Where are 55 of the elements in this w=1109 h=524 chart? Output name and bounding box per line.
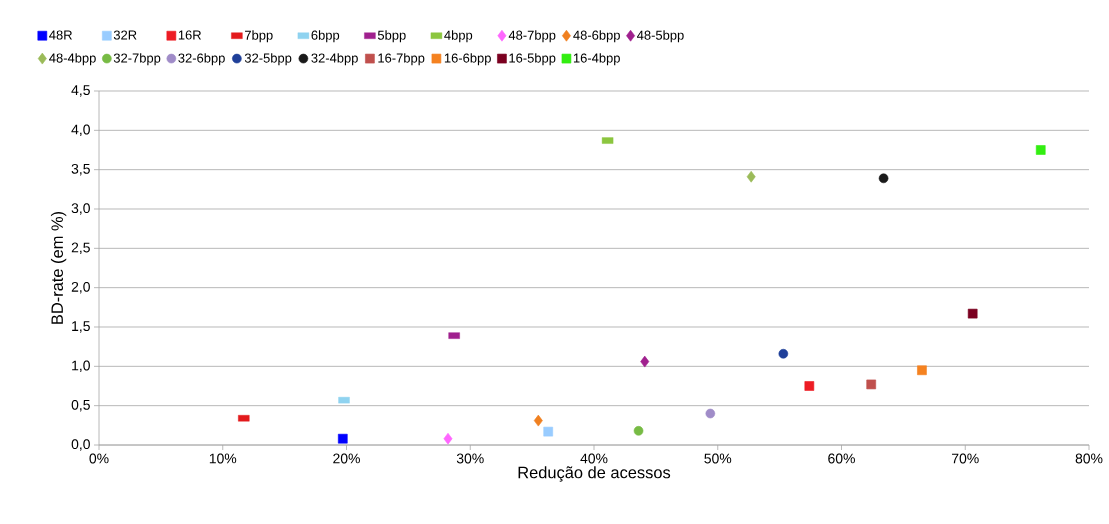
legend-label: 48-4bpp <box>49 53 96 66</box>
point <box>443 432 453 445</box>
point <box>640 355 650 368</box>
legend-label: 32R <box>113 30 137 40</box>
x-tick-label: 20% <box>333 453 360 464</box>
point <box>917 365 927 376</box>
point <box>866 379 876 390</box>
legend-label: 32-5bpp <box>244 53 292 66</box>
x-tick-label: 40% <box>580 453 608 464</box>
y-tick-label: 4,0 <box>71 124 90 137</box>
point <box>804 381 815 391</box>
y-tick-label: 0,0 <box>71 439 90 451</box>
x-tick-label: 70% <box>952 453 979 464</box>
y-tick-label: 3,0 <box>71 203 90 215</box>
x-axis-title: Redução de acessos <box>518 466 671 482</box>
x-tick-label: 80% <box>1075 453 1103 464</box>
point <box>705 408 716 419</box>
legend-label: 5bpp <box>377 30 406 43</box>
legend-label: 48-6bpp <box>573 30 620 43</box>
y-axis-title: BD-rate (em %) <box>50 211 67 324</box>
point <box>633 426 644 436</box>
point <box>1035 145 1046 155</box>
legend-label: 16R <box>178 30 201 40</box>
point <box>967 308 978 319</box>
point <box>878 173 889 184</box>
point <box>778 348 789 359</box>
point <box>543 426 554 437</box>
point <box>337 433 348 444</box>
legend-label: 48-5bpp <box>637 30 684 43</box>
legend-label: 32-4bpp <box>311 53 358 66</box>
x-tick-label: 30% <box>456 453 484 464</box>
y-tick-label: 2,5 <box>71 242 90 255</box>
point <box>746 170 756 183</box>
legend-label: 6bpp <box>311 30 340 43</box>
y-tick-label: 3,5 <box>71 163 90 176</box>
legend-label: 4bpp <box>444 30 473 43</box>
y-tick-label: 2,0 <box>71 281 90 294</box>
legend-label: 48-7bpp <box>508 30 556 43</box>
legend-label: 32-6bpp <box>178 53 225 66</box>
legend-label: 48R <box>49 30 72 40</box>
y-tick-label: 0,5 <box>71 399 90 412</box>
legend-label: 7bpp <box>245 30 273 43</box>
legend-label: 32-7bpp <box>113 53 161 66</box>
legend-label: 16-5bpp <box>509 53 556 66</box>
legend-label: 16-4bpp <box>573 53 620 66</box>
x-tick-label: 10% <box>209 453 237 464</box>
legend-label: 16-7bpp <box>378 53 425 66</box>
y-tick-label: 1,5 <box>72 321 90 333</box>
x-tick-label: 0% <box>89 453 109 464</box>
x-tick-label: 50% <box>704 453 732 464</box>
y-tick-label: 1,0 <box>72 360 90 373</box>
x-tick-label: 60% <box>828 453 855 464</box>
legend-label: 16-6bpp <box>444 53 491 66</box>
y-tick-label: 4,5 <box>71 85 90 97</box>
point <box>533 414 543 427</box>
